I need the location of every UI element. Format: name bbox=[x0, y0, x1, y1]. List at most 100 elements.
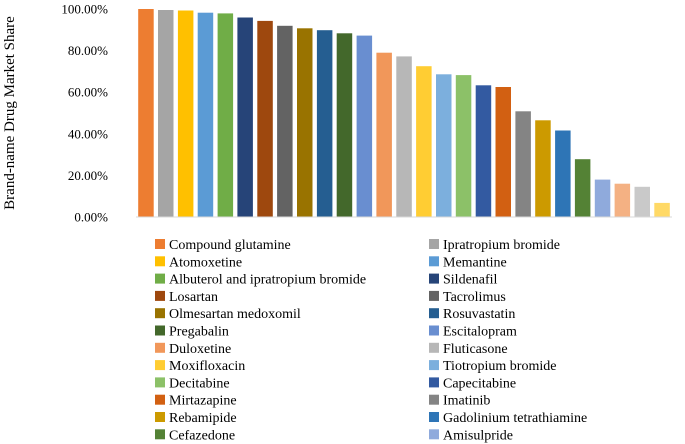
bar bbox=[297, 28, 313, 217]
legend-label: Pregabalin bbox=[169, 325, 229, 340]
legend-swatch bbox=[155, 290, 165, 301]
legend-swatch bbox=[155, 273, 165, 284]
bar bbox=[316, 30, 333, 218]
y-tick-label: 40.00% bbox=[68, 126, 108, 141]
legend-label: Fluticasone bbox=[443, 342, 508, 357]
legend-label: Moxifloxacin bbox=[169, 359, 245, 374]
bar bbox=[654, 202, 670, 217]
legend-swatch bbox=[155, 342, 165, 353]
legend-label: Compound glutamine bbox=[169, 238, 291, 253]
legend-label: Tacrolimus bbox=[443, 290, 506, 305]
bar bbox=[495, 87, 511, 217]
bar bbox=[356, 35, 373, 217]
bars bbox=[138, 9, 670, 218]
bar bbox=[177, 10, 194, 217]
legend-swatch bbox=[429, 412, 439, 422]
legend-swatch bbox=[429, 273, 439, 284]
legend-label: Memantine bbox=[443, 255, 507, 270]
legend-label: Losartan bbox=[169, 290, 218, 305]
y-axis-ticks: 0.00% 20.00% 40.00% 60.00% 80.00% 100.00% bbox=[61, 2, 108, 225]
legend-label: Ipratropium bromide bbox=[443, 238, 560, 253]
legend-item: Atomoxetine bbox=[155, 255, 242, 270]
legend-item: Pregabalin bbox=[155, 325, 229, 340]
legend-label: Rosuvastatin bbox=[443, 307, 515, 322]
legend-item: Imatinib bbox=[429, 394, 490, 409]
legend-item: Tiotropium bromide bbox=[429, 359, 556, 374]
legend-label: Duloxetine bbox=[169, 342, 231, 357]
legend-swatch bbox=[155, 429, 165, 440]
legend-label: Capecitabine bbox=[443, 376, 516, 391]
legend-swatch bbox=[155, 239, 165, 249]
legend-label: Olmesartan medoxomil bbox=[169, 307, 301, 322]
legend-item: Escitalopram bbox=[429, 325, 517, 340]
bar bbox=[336, 33, 353, 217]
legend-item: Losartan bbox=[155, 290, 218, 305]
legend-item: Capecitabine bbox=[429, 376, 516, 391]
legend-swatch bbox=[429, 394, 439, 405]
bar bbox=[277, 25, 293, 217]
bar bbox=[436, 74, 452, 217]
bar bbox=[555, 130, 571, 217]
legend-swatch bbox=[155, 308, 165, 319]
legend-item: Ipratropium bromide bbox=[429, 238, 560, 253]
legend-item: Compound glutamine bbox=[155, 238, 291, 253]
legend-label: Albuterol and ipratropium bromide bbox=[169, 273, 366, 288]
y-axis-label-group: Brand-name Drug Market Share bbox=[2, 16, 18, 210]
legend: Compound glutamine Ipratropium bromide Ato… bbox=[155, 238, 587, 443]
legend-label: Gadolinium tetrathiamine bbox=[443, 411, 587, 426]
legend-item: Moxifloxacin bbox=[155, 359, 245, 374]
legend-item: Mirtazapine bbox=[155, 394, 237, 409]
legend-label: Mirtazapine bbox=[169, 394, 237, 409]
legend-item: Cefazedone bbox=[155, 428, 235, 443]
legend-swatch bbox=[429, 429, 439, 440]
bar bbox=[634, 186, 650, 217]
legend-label: Imatinib bbox=[443, 394, 490, 409]
legend-item: Memantine bbox=[429, 255, 507, 270]
legend-swatch bbox=[429, 325, 439, 336]
bar bbox=[416, 66, 432, 217]
bar bbox=[396, 56, 412, 218]
legend-swatch bbox=[429, 290, 439, 301]
bar bbox=[158, 10, 174, 217]
legend-swatch bbox=[429, 342, 439, 353]
legend-label: Decitabine bbox=[169, 376, 230, 391]
y-tick-label: 20.00% bbox=[68, 168, 108, 183]
bar bbox=[594, 179, 611, 217]
bar bbox=[614, 183, 631, 217]
bar bbox=[515, 111, 531, 217]
legend-swatch bbox=[155, 394, 165, 405]
legend-swatch bbox=[429, 256, 439, 267]
legend-item: Duloxetine bbox=[155, 342, 231, 357]
legend-swatch bbox=[429, 377, 439, 388]
legend-item: Albuterol and ipratropium bromide bbox=[155, 273, 366, 288]
legend-item: Sildenafil bbox=[429, 273, 498, 288]
y-tick-label: 80.00% bbox=[68, 43, 108, 58]
legend-swatch bbox=[155, 325, 165, 336]
legend-swatch bbox=[155, 256, 165, 267]
bar bbox=[455, 75, 472, 217]
legend-label: Tiotropium bromide bbox=[443, 359, 556, 374]
legend-label: Amisulpride bbox=[443, 428, 513, 443]
bar bbox=[574, 159, 591, 217]
bar bbox=[257, 20, 273, 218]
legend-label: Escitalopram bbox=[443, 325, 517, 340]
legend-swatch bbox=[429, 360, 439, 371]
legend-item: Decitabine bbox=[155, 376, 230, 391]
legend-label: Rebamipide bbox=[169, 411, 237, 426]
y-tick-label: 0.00% bbox=[74, 210, 108, 225]
bar bbox=[535, 120, 551, 217]
bar bbox=[237, 17, 253, 217]
legend-swatch bbox=[155, 360, 165, 371]
y-tick-label: 60.00% bbox=[68, 85, 108, 100]
legend-label: Cefazedone bbox=[169, 428, 235, 443]
bar bbox=[138, 9, 154, 217]
bar bbox=[217, 13, 234, 218]
legend-item: Tacrolimus bbox=[429, 290, 506, 305]
legend-swatch bbox=[429, 239, 439, 249]
legend-label: Sildenafil bbox=[443, 273, 498, 288]
y-axis-label: Brand-name Drug Market Share bbox=[2, 16, 18, 210]
bar bbox=[376, 52, 392, 218]
y-tick-label: 100.00% bbox=[61, 2, 108, 17]
legend-item: Gadolinium tetrathiamine bbox=[429, 411, 587, 426]
